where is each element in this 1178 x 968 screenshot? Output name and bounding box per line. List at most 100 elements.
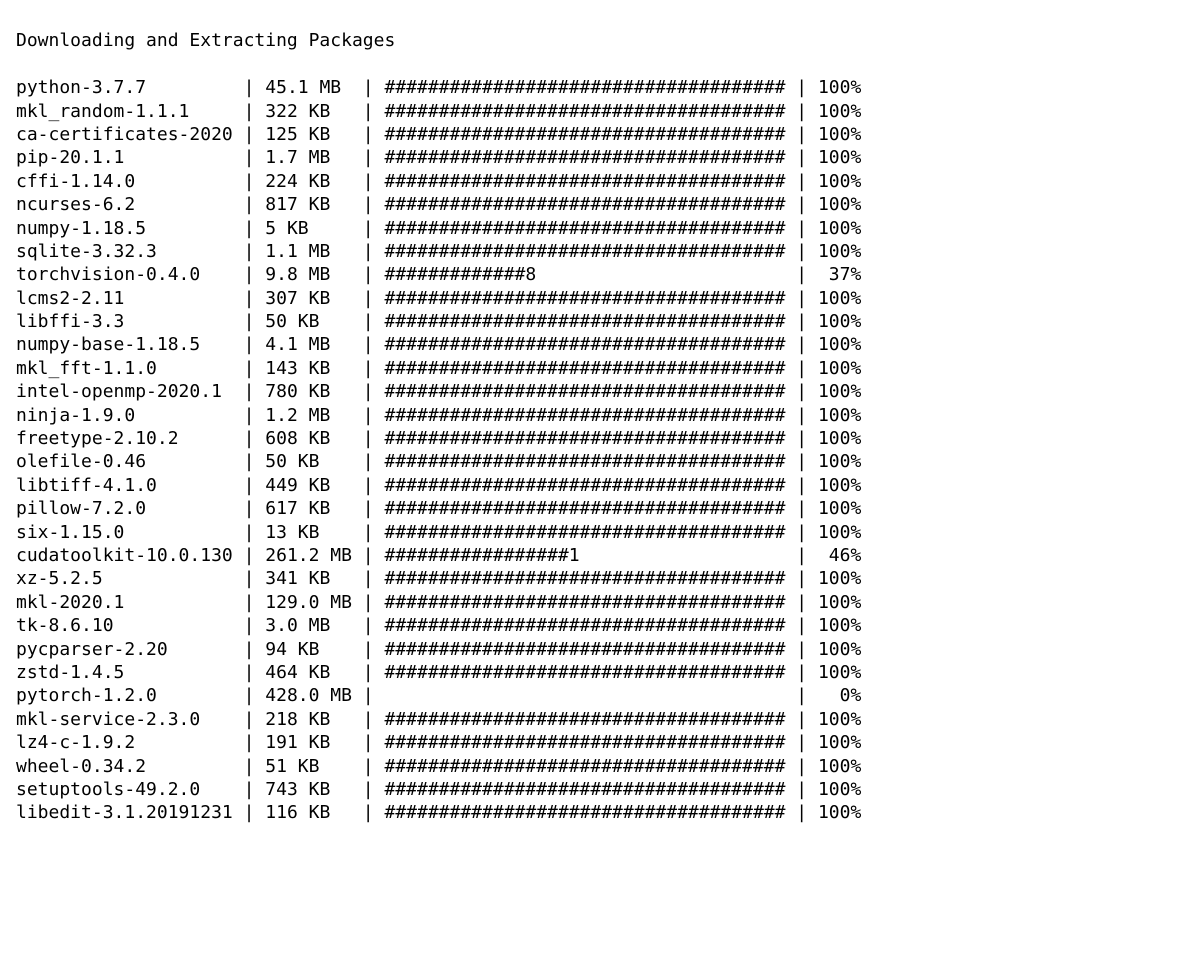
package-name: libffi-3.3: [16, 311, 233, 332]
package-row: tk-8.6.10 | 3.0 MB | ###################…: [16, 614, 1170, 637]
package-name: mkl_random-1.1.1: [16, 101, 233, 122]
separator: |: [785, 592, 818, 613]
separator: |: [785, 732, 818, 753]
separator: |: [352, 522, 385, 543]
package-size: 50 KB: [265, 311, 352, 332]
progress-percent: 100%: [818, 592, 861, 613]
separator: |: [352, 381, 385, 402]
terminal-output: Downloading and Extracting Packages pyth…: [0, 0, 1178, 854]
separator: |: [785, 288, 818, 309]
separator: |: [785, 662, 818, 683]
progress-bar: #################1: [384, 545, 785, 566]
separator: |: [233, 381, 266, 402]
trailing-space: [861, 264, 872, 285]
package-name: libtiff-4.1.0: [16, 475, 233, 496]
separator: |: [233, 218, 266, 239]
package-row: pip-20.1.1 | 1.7 MB | ##################…: [16, 146, 1170, 169]
progress-percent: 100%: [818, 756, 861, 777]
trailing-space: [861, 568, 872, 589]
trailing-space: [861, 545, 872, 566]
progress-percent: 100%: [818, 147, 861, 168]
trailing-space: [861, 218, 872, 239]
package-row: ca-certificates-2020 | 125 KB | ########…: [16, 123, 1170, 146]
progress-percent: 100%: [818, 218, 861, 239]
progress-bar: #####################################: [384, 451, 785, 472]
progress-percent: 100%: [818, 475, 861, 496]
progress-bar: #####################################: [384, 288, 785, 309]
separator: |: [785, 358, 818, 379]
package-size: 1.2 MB: [265, 405, 352, 426]
progress-bar: #####################################: [384, 639, 785, 660]
progress-bar: #####################################: [384, 171, 785, 192]
separator: |: [785, 218, 818, 239]
progress-bar: #####################################: [384, 405, 785, 426]
separator: |: [785, 241, 818, 262]
package-size: 191 KB: [265, 732, 352, 753]
package-row: numpy-base-1.18.5 | 4.1 MB | ###########…: [16, 333, 1170, 356]
trailing-space: [861, 381, 872, 402]
separator: |: [352, 779, 385, 800]
progress-bar: #####################################: [384, 358, 785, 379]
package-size: 125 KB: [265, 124, 352, 145]
package-size: 449 KB: [265, 475, 352, 496]
separator: |: [233, 498, 266, 519]
package-name: ca-certificates-2020: [16, 124, 233, 145]
package-name: pycparser-2.20: [16, 639, 233, 660]
separator: |: [352, 732, 385, 753]
trailing-space: [861, 124, 872, 145]
package-name: numpy-1.18.5: [16, 218, 233, 239]
package-size: 51 KB: [265, 756, 352, 777]
package-size: 341 KB: [265, 568, 352, 589]
package-size: 9.8 MB: [265, 264, 352, 285]
package-row: lz4-c-1.9.2 | 191 KB | #################…: [16, 731, 1170, 754]
separator: |: [785, 124, 818, 145]
package-row: mkl_random-1.1.1 | 322 KB | ############…: [16, 100, 1170, 123]
progress-percent: 100%: [818, 732, 861, 753]
trailing-space: [861, 358, 872, 379]
package-size: 617 KB: [265, 498, 352, 519]
package-name: torchvision-0.4.0: [16, 264, 233, 285]
separator: |: [785, 194, 818, 215]
separator: |: [352, 709, 385, 730]
progress-percent: 100%: [818, 288, 861, 309]
separator: |: [352, 241, 385, 262]
progress-percent: 100%: [818, 568, 861, 589]
progress-bar: #####################################: [384, 428, 785, 449]
package-name: sqlite-3.32.3: [16, 241, 233, 262]
separator: |: [785, 311, 818, 332]
progress-percent: 0%: [818, 685, 861, 706]
progress-percent: 100%: [818, 171, 861, 192]
separator: |: [352, 288, 385, 309]
separator: |: [352, 405, 385, 426]
progress-bar: #############8: [384, 264, 785, 285]
progress-percent: 100%: [818, 77, 861, 98]
progress-percent: 100%: [818, 802, 861, 823]
header-line: Downloading and Extracting Packages: [16, 29, 1170, 52]
progress-bar: #####################################: [384, 498, 785, 519]
package-row: lcms2-2.11 | 307 KB | ##################…: [16, 287, 1170, 310]
progress-percent: 100%: [818, 405, 861, 426]
trailing-space: [861, 241, 872, 262]
trailing-space: [861, 405, 872, 426]
package-size: 307 KB: [265, 288, 352, 309]
separator: |: [352, 358, 385, 379]
progress-bar: #####################################: [384, 475, 785, 496]
package-row: intel-openmp-2020.1 | 780 KB | #########…: [16, 380, 1170, 403]
progress-percent: 100%: [818, 311, 861, 332]
separator: |: [233, 615, 266, 636]
package-rows-container: python-3.7.7 | 45.1 MB | ###############…: [16, 76, 1170, 825]
package-size: 428.0 MB: [265, 685, 352, 706]
separator: |: [352, 662, 385, 683]
progress-bar: [384, 685, 785, 706]
progress-bar: #####################################: [384, 662, 785, 683]
separator: |: [352, 218, 385, 239]
separator: |: [233, 264, 266, 285]
progress-bar: #####################################: [384, 147, 785, 168]
separator: |: [233, 709, 266, 730]
progress-bar: #####################################: [384, 77, 785, 98]
separator: |: [785, 709, 818, 730]
package-name: cffi-1.14.0: [16, 171, 233, 192]
separator: |: [785, 522, 818, 543]
package-name: tk-8.6.10: [16, 615, 233, 636]
separator: |: [233, 779, 266, 800]
